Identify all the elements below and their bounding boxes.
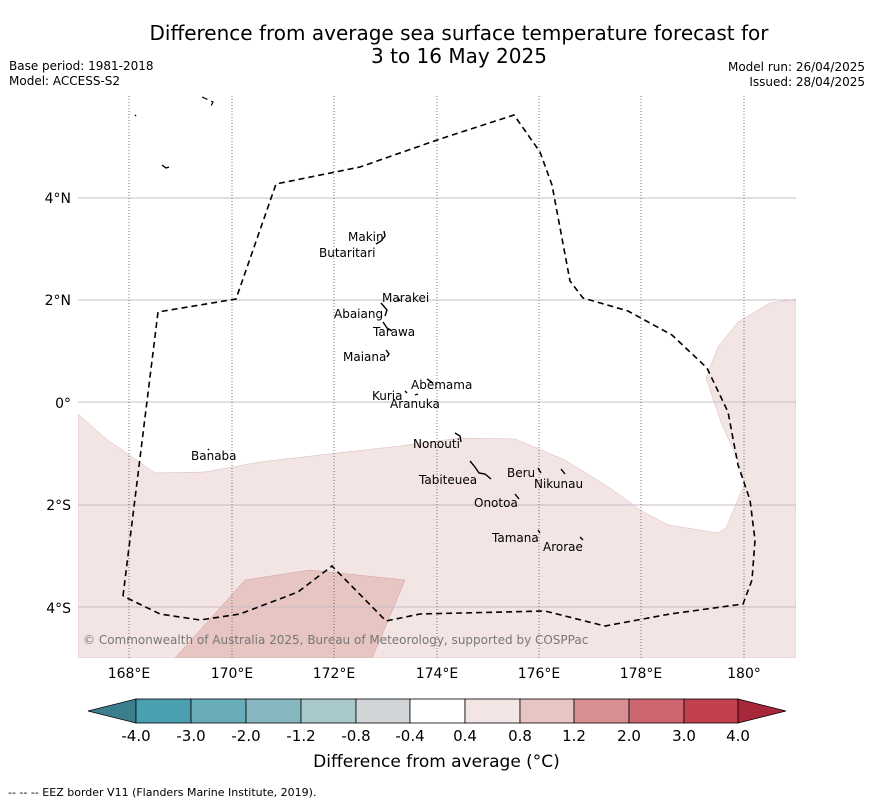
colorbar-tick-label: 2.0 [617,727,641,745]
island-label-banaba: Banaba [191,449,237,463]
colorbar-right-extension [737,698,787,724]
colorbar-segment [355,698,411,724]
lon-label: 176°E [518,666,561,682]
model-label: Model: ACCESS-S2 [9,74,121,88]
island-labels: Makin Butaritari Marakei Abaiang Tarawa … [191,230,583,554]
map-panel [78,298,796,658]
lon-label: 174°E [416,666,459,682]
island-shape [161,164,170,169]
colorbar-segment [135,698,192,724]
island-label-kuria: Kuria [372,389,403,403]
title-line-1: Difference from average sea surface temp… [149,21,769,45]
eez-border [122,114,756,627]
island-shape [469,460,492,480]
island-label-marakei: Marakei [382,291,429,305]
island-shape [207,448,210,451]
colorbar-tick-label: -3.0 [176,727,206,745]
colorbar-left-extension [87,698,137,724]
eez-footnote: -- -- -- EEZ border V11 (Flanders Marine… [8,786,317,799]
colorbar-segment [409,698,466,724]
lon-axis-labels: 168°E 170°E 172°E 174°E 176°E 178°E 180° [108,666,761,682]
lon-label: 168°E [108,666,151,682]
lat-label: 4°N [45,191,71,207]
island-shape [426,378,434,384]
colorbar-tick-label: -2.0 [231,727,261,745]
island-shape [414,393,419,396]
title-line-2: 3 to 16 May 2025 [371,44,547,68]
island-label-onotoa: Onotoa [474,496,518,510]
colorbar-tick-label: -0.8 [341,727,371,745]
island-shape [560,468,566,475]
meta-right: Model run: 26/04/2025 Issued: 28/04/2025 [728,60,865,90]
island-label-abaiang: Abaiang [334,307,383,321]
island-label-nikunau: Nikunau [534,477,583,491]
colorbar-tick-label: -4.0 [121,727,151,745]
island-label-arorae: Arorae [543,540,583,554]
colorbar-segment [464,698,521,724]
islands [134,114,584,541]
island-shape [380,302,388,317]
lon-label: 172°E [313,666,356,682]
island-shape [382,321,393,332]
colorbar-segment [628,698,685,724]
island-label-abemama: Abemama [411,378,472,392]
island-label-tamana: Tamana [491,531,539,545]
colorbar-tick-label: 1.2 [562,727,586,745]
map-title: Difference from average sea surface temp… [0,22,873,68]
colorbar-segment [683,698,739,724]
island-shape [404,390,408,394]
colorbar-segment [190,698,247,724]
colorbar-tick-label: -1.2 [286,727,316,745]
island-shape [537,529,541,534]
colorbar [87,698,787,724]
island-label-nonouti: Nonouti [413,437,460,451]
island-label-tarawa: Tarawa [372,325,415,339]
island-shape [134,114,137,117]
map-gridlines [78,96,796,658]
anomaly-area-0.4-0.8 [78,298,796,658]
island-shape [514,493,520,500]
island-label-aranuka: Aranuka [390,397,440,411]
colorbar-tick-label: 0.8 [508,727,532,745]
colorbar-segment [245,698,302,724]
island-label-maiana: Maiana [343,350,386,364]
colorbar-tick-label: 4.0 [726,727,750,745]
island-shape [579,536,584,541]
lon-label: 178°E [620,666,663,682]
lat-label: 2°S [46,498,71,514]
copyright-note: © Commonwealth of Australia 2025, Bureau… [83,633,588,647]
colorbar-tick-label: -0.4 [395,727,425,745]
colorbar-tick-label: 3.0 [672,727,696,745]
colorbar-segment [519,698,575,724]
island-label-makin: Makin [348,230,384,244]
anomaly-area-0.8-1.2 [174,569,406,658]
model-run-label: Model run: 26/04/2025 [727,60,865,74]
issued-label: Issued: 28/04/2025 [749,75,865,89]
lat-label: 2°N [45,293,71,309]
lat-label: 4°S [46,601,71,617]
meta-left: Base period: 1981-2018 Model: ACCESS-S2 [9,59,154,89]
island-label-butaritari: Butaritari [319,246,376,260]
lat-axis-labels: 4°N 2°N 0° 2°S 4°S [45,191,72,617]
island-shape [454,432,462,443]
island-shape [385,349,390,358]
colorbar-segment [573,698,630,724]
colorbar-segment [300,698,357,724]
island-shape [397,297,401,302]
eez-border-fragment [201,96,214,107]
lat-label: 0° [55,396,71,412]
island-shape [375,230,386,245]
island-label-tabiteuea: Tabiteuea [418,473,477,487]
lon-label: 170°E [211,666,254,682]
colorbar-title: Difference from average (°C) [313,752,560,772]
island-label-beru: Beru [507,466,535,480]
base-period-label: Base period: 1981-2018 [9,59,154,73]
lon-label: 180° [727,666,761,682]
colorbar-tick-label: 0.4 [453,727,477,745]
island-shape [537,467,542,474]
